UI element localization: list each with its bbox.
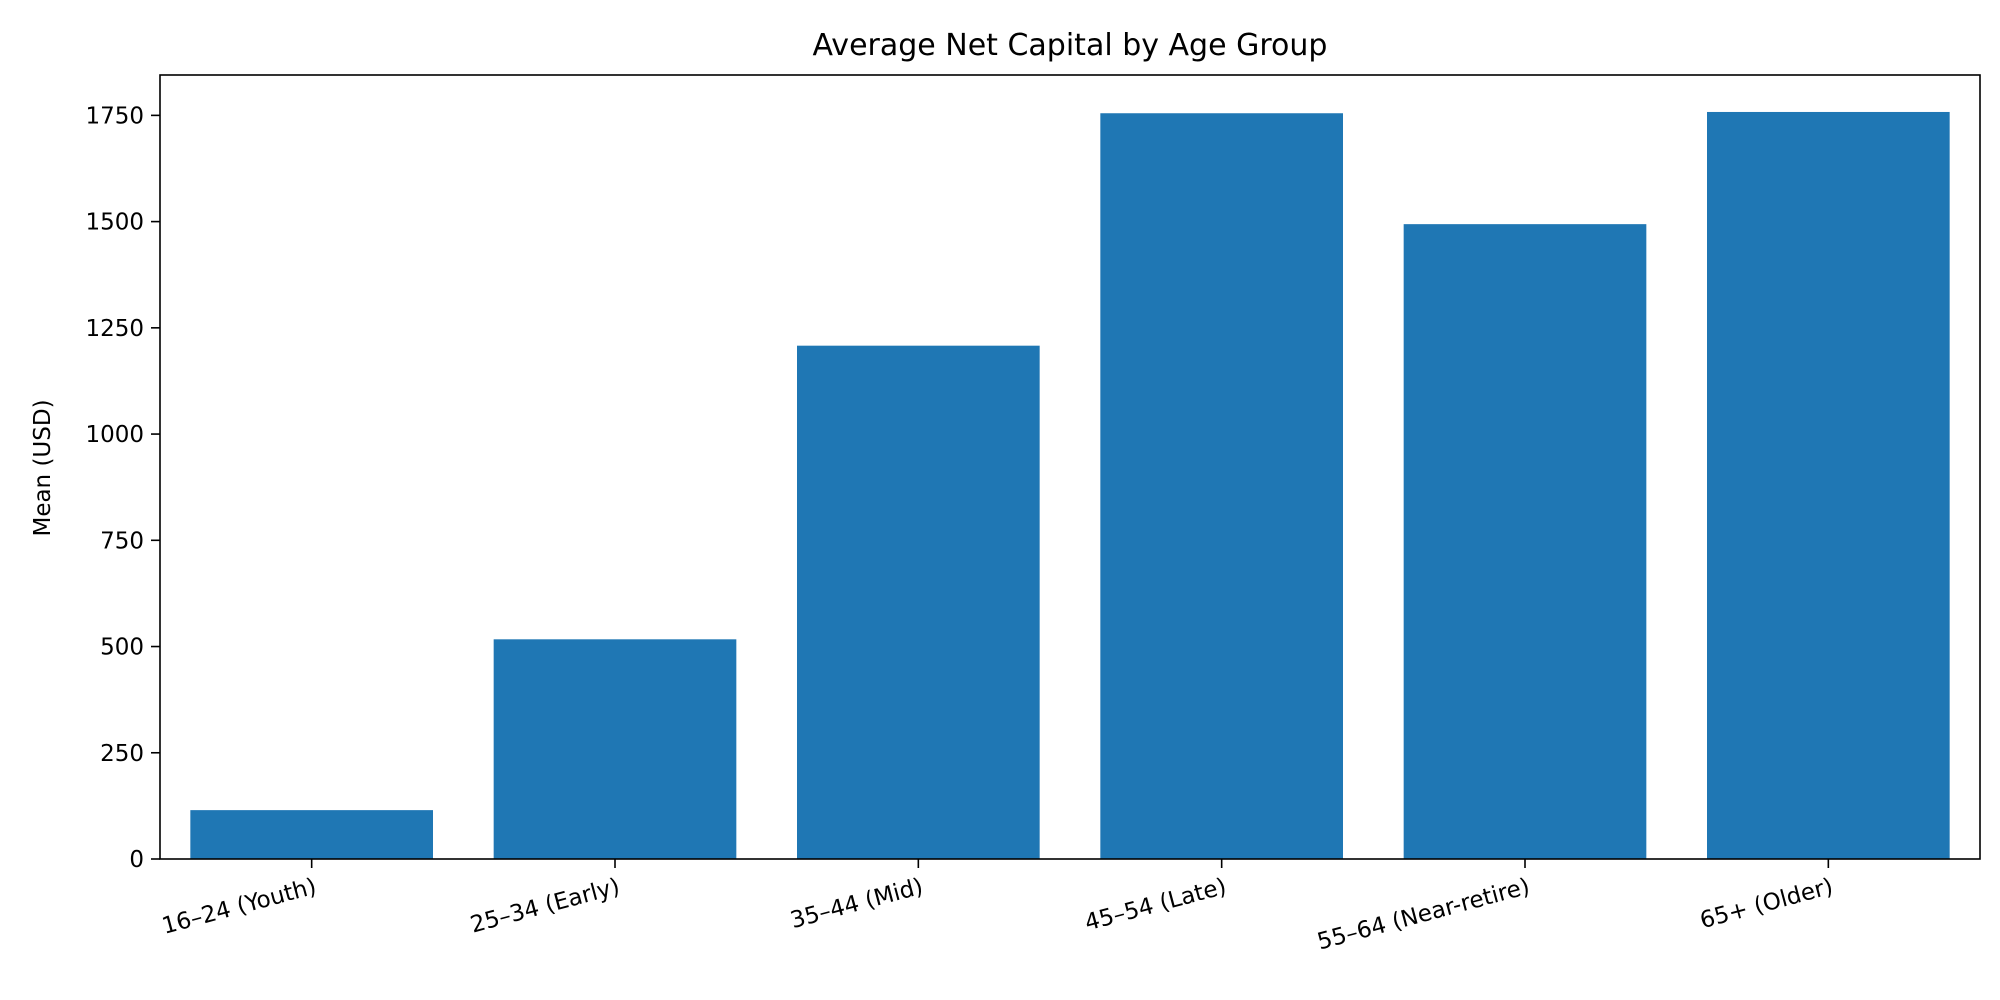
y-tick-label: 1000 [85,422,144,448]
bar-3 [1100,113,1343,860]
y-tick-label: 500 [100,635,144,661]
x-tick-label: 55–64 (Near-retire) [1315,874,1533,956]
y-axis: 0 250 500 750 1000 1250 1500 1750 [85,103,160,873]
x-tick-label: 16–24 (Youth) [159,874,319,940]
y-tick-label: 250 [100,741,144,767]
x-tick-label: 65+ (Older) [1697,874,1836,934]
bar-5 [1707,111,1950,859]
x-tick-label: 45–54 (Late) [1082,874,1229,937]
x-tick-label: 25–34 (Early) [468,874,623,939]
bar-0 [190,810,433,859]
plot-frame [159,74,1981,860]
y-axis-label: Mean (USD) [30,399,56,536]
x-axis: 16–24 (Youth) 25–34 (Early) 35–44 (Mid) 45–… [159,859,1836,955]
bar-2 [797,345,1040,859]
y-tick-label: 0 [129,847,144,873]
x-tick-label: 35–44 (Mid) [788,874,926,934]
y-tick-label: 1500 [85,210,144,236]
bar-4 [1403,224,1647,859]
y-tick-label: 1250 [85,316,144,342]
y-tick-label: 750 [100,528,144,554]
bar-1 [493,639,737,859]
y-tick-label: 1750 [85,103,144,129]
bars-group [190,111,1950,860]
chart-title: Average Net Capital by Age Group [813,28,1328,63]
